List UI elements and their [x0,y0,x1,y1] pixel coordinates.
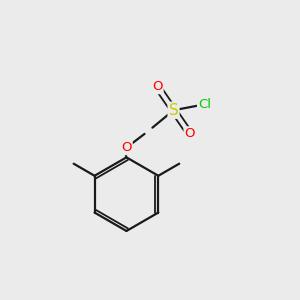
Text: O: O [121,141,132,154]
Text: Cl: Cl [198,98,211,111]
Text: S: S [169,103,178,118]
Text: O: O [184,127,195,140]
Text: O: O [152,80,163,93]
